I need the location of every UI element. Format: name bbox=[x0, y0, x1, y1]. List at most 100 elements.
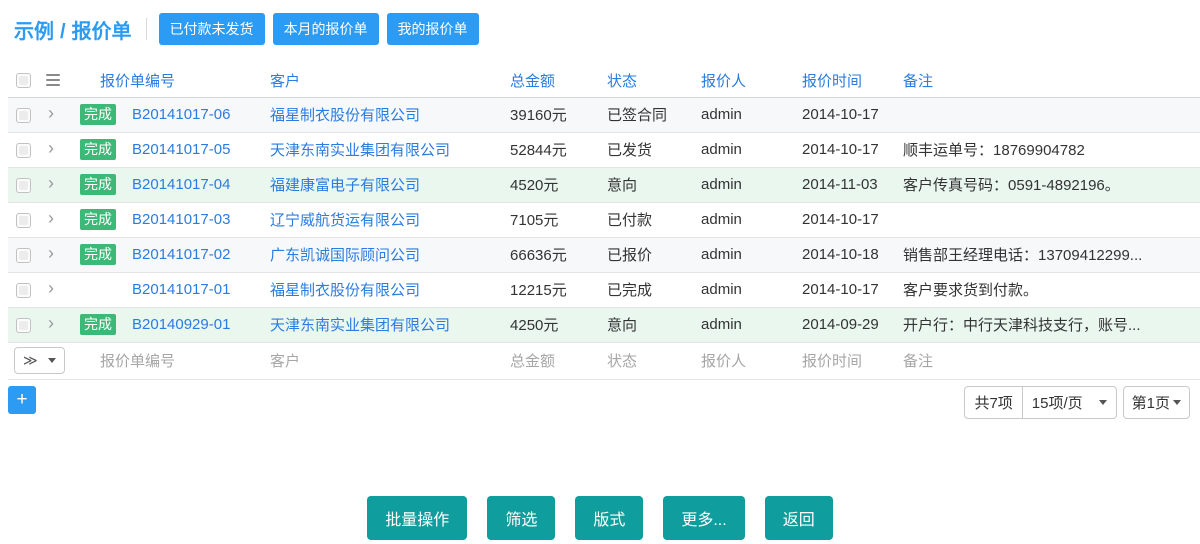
table-controls: + 共7项 15项/页 第1页 bbox=[8, 385, 1190, 419]
expand-chevron-icon[interactable]: › bbox=[48, 138, 54, 158]
expand-chevron-icon[interactable]: › bbox=[48, 313, 54, 333]
row-checkbox[interactable] bbox=[16, 247, 31, 263]
expand-chevron-icon[interactable]: › bbox=[48, 208, 54, 228]
quoter-cell: admin bbox=[695, 97, 797, 133]
filter-customer-input[interactable]: 客户 bbox=[264, 342, 505, 380]
select-all-checkbox[interactable] bbox=[16, 73, 31, 89]
date-cell: 2014-10-17 bbox=[796, 202, 898, 238]
column-header-amount[interactable]: 总金额 bbox=[504, 64, 602, 98]
layout-button[interactable]: 版式 bbox=[575, 495, 644, 540]
breadcrumb-section[interactable]: 示例 bbox=[14, 20, 54, 43]
row-checkbox[interactable] bbox=[16, 317, 31, 333]
quote-number-link[interactable]: B20141017-04 bbox=[132, 176, 231, 193]
customer-link[interactable]: 福建康富电子有限公司 bbox=[270, 177, 421, 194]
date-cell: 2014-10-17 bbox=[796, 97, 898, 133]
quoter-cell: admin bbox=[695, 307, 797, 343]
customer-link[interactable]: 广东凯诚国际顾问公司 bbox=[270, 247, 421, 264]
back-button[interactable]: 返回 bbox=[764, 495, 833, 540]
customer-link[interactable]: 天津东南实业集团有限公司 bbox=[270, 142, 451, 159]
filter-column-select[interactable]: ≫ bbox=[14, 347, 65, 374]
quote-number-link[interactable]: B20141017-02 bbox=[132, 246, 231, 263]
table-row: › 完成 B20141017-03 辽宁威航货运有限公司 7105元 已付款 admin 20… bbox=[8, 202, 1200, 238]
amount-cell: 66636元 bbox=[504, 237, 602, 273]
dropdown-arrow-icon bbox=[47, 358, 56, 363]
page-size-select[interactable]: 15项/页 bbox=[1021, 386, 1116, 418]
quote-number-link[interactable]: B20141017-01 bbox=[132, 281, 231, 298]
dropdown-arrow-icon bbox=[1173, 399, 1181, 405]
status-cell: 已完成 bbox=[601, 272, 696, 308]
status-cell: 已签合同 bbox=[601, 97, 696, 133]
table-body: › 完成 B20141017-06 福星制衣股份有限公司 39160元 已签合同 admin… bbox=[8, 97, 1200, 343]
status-cell: 意向 bbox=[601, 167, 696, 203]
expand-chevron-icon[interactable]: › bbox=[48, 243, 54, 263]
row-checkbox[interactable] bbox=[16, 212, 31, 228]
quoter-cell: admin bbox=[695, 237, 797, 273]
status-cell: 已发货 bbox=[601, 132, 696, 168]
quote-number-link[interactable]: B20140929-01 bbox=[132, 316, 231, 333]
customer-link[interactable]: 福星制衣股份有限公司 bbox=[270, 282, 421, 299]
filter-button[interactable]: 筛选 bbox=[487, 495, 556, 540]
quoter-cell: admin bbox=[695, 167, 797, 203]
quick-filter-paid-unshipped[interactable]: 已付款未发货 bbox=[158, 13, 265, 45]
expand-chevron-icon[interactable]: › bbox=[48, 103, 54, 123]
pagination-group: 共7项 15项/页 bbox=[964, 385, 1117, 419]
row-checkbox[interactable] bbox=[16, 282, 31, 298]
note-cell: 开户行：中行天津科技支行，账号... bbox=[897, 307, 1200, 343]
breadcrumb-page: 报价单 bbox=[71, 20, 132, 43]
dropdown-arrow-icon bbox=[1098, 399, 1107, 405]
column-header-date[interactable]: 报价时间 bbox=[796, 64, 898, 98]
quick-filter-mine[interactable]: 我的报价单 bbox=[386, 13, 479, 45]
breadcrumb: 示例 / 报价单 bbox=[14, 15, 132, 44]
note-cell: 客户要求货到付款。 bbox=[897, 272, 1200, 308]
more-button[interactable]: 更多... bbox=[663, 495, 745, 540]
expand-chevron-icon[interactable]: › bbox=[48, 278, 54, 298]
page-select[interactable]: 第1页 bbox=[1122, 385, 1190, 419]
total-count-label: 共7项 bbox=[974, 394, 1013, 412]
page-value: 第1页 bbox=[1131, 394, 1170, 412]
customer-link[interactable]: 福星制衣股份有限公司 bbox=[270, 107, 421, 124]
table-row: › 完成 B20141017-06 福星制衣股份有限公司 39160元 已签合同 admin… bbox=[8, 97, 1200, 133]
status-badge: 完成 bbox=[80, 139, 116, 160]
filter-quoter-input[interactable]: 报价人 bbox=[695, 342, 797, 380]
amount-cell: 12215元 bbox=[504, 272, 602, 308]
amount-cell: 39160元 bbox=[504, 97, 602, 133]
filter-date-input[interactable]: 报价时间 bbox=[796, 342, 898, 380]
quote-number-link[interactable]: B20141017-06 bbox=[132, 106, 231, 123]
column-header-status[interactable]: 状态 bbox=[601, 64, 696, 98]
table-row: › 完成 B20141017-02 广东凯诚国际顾问公司 66636元 已报价 admin 2… bbox=[8, 237, 1200, 273]
double-chevron-icon: ≫ bbox=[23, 352, 38, 368]
status-cell: 已付款 bbox=[601, 202, 696, 238]
note-cell bbox=[897, 202, 1200, 238]
filter-amount-input[interactable]: 总金额 bbox=[504, 342, 602, 380]
add-row-button[interactable]: + bbox=[8, 385, 36, 414]
customer-link[interactable]: 天津东南实业集团有限公司 bbox=[270, 317, 451, 334]
quotation-table: 报价单编号 客户 总金额 状态 报价人 报价时间 备注 › 完成 B20141017… bbox=[8, 64, 1200, 380]
table-row: › 完成 B20140929-01 天津东南实业集团有限公司 4250元 意向 admin 2… bbox=[8, 307, 1200, 343]
date-cell: 2014-10-17 bbox=[796, 272, 898, 308]
expand-chevron-icon[interactable]: › bbox=[48, 173, 54, 193]
filter-note-input[interactable]: 备注 bbox=[897, 342, 1200, 380]
row-checkbox[interactable] bbox=[16, 107, 31, 123]
filter-quote-number-input[interactable]: 报价单编号 bbox=[74, 342, 265, 380]
quoter-cell: admin bbox=[695, 202, 797, 238]
amount-cell: 4520元 bbox=[504, 167, 602, 203]
column-header-quote-number[interactable]: 报价单编号 bbox=[74, 64, 265, 98]
batch-actions-button[interactable]: 批量操作 bbox=[367, 495, 468, 540]
date-cell: 2014-10-17 bbox=[796, 132, 898, 168]
row-checkbox[interactable] bbox=[16, 177, 31, 193]
customer-link[interactable]: 辽宁威航货运有限公司 bbox=[270, 212, 421, 229]
column-header-note[interactable]: 备注 bbox=[897, 64, 1200, 98]
quote-number-link[interactable]: B20141017-03 bbox=[132, 211, 231, 228]
status-badge: 完成 bbox=[80, 244, 116, 265]
quote-number-link[interactable]: B20141017-05 bbox=[132, 141, 231, 158]
quick-filter-this-month[interactable]: 本月的报价单 bbox=[272, 13, 379, 45]
row-checkbox[interactable] bbox=[16, 142, 31, 158]
status-cell: 意向 bbox=[601, 307, 696, 343]
filter-status-input[interactable]: 状态 bbox=[601, 342, 696, 380]
column-header-quoter[interactable]: 报价人 bbox=[695, 64, 797, 98]
note-cell bbox=[897, 97, 1200, 133]
amount-cell: 4250元 bbox=[504, 307, 602, 343]
table-menu-icon[interactable] bbox=[46, 71, 60, 89]
quoter-cell: admin bbox=[695, 132, 797, 168]
column-header-customer[interactable]: 客户 bbox=[264, 64, 505, 98]
